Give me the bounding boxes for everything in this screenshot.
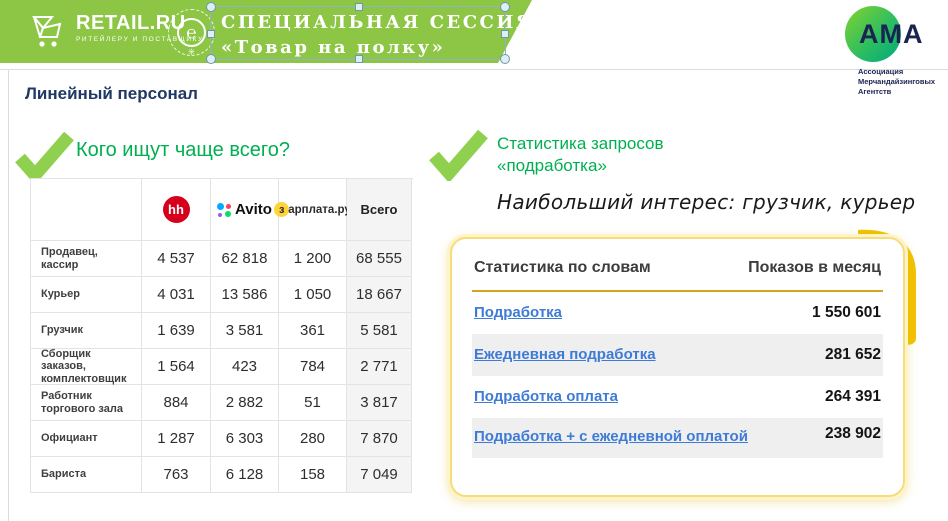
ama-circle-icon	[845, 6, 901, 62]
impressions-value: 238 902	[824, 425, 881, 442]
ama-abbr: АМА	[859, 19, 924, 49]
cell-total: 7 049	[347, 457, 412, 493]
keyword-link[interactable]: Ежедневная подработка	[474, 346, 656, 363]
selection-handle-ne[interactable]	[500, 2, 510, 12]
retail-ru-wordmark: RETAIL.RU	[76, 12, 186, 34]
card-divider	[472, 290, 883, 292]
stat-row: Ежедневная подработка 281 652	[472, 334, 883, 376]
cell-zarplata: 361	[279, 313, 347, 349]
slide-top-divider	[0, 69, 948, 70]
page-title: Линейный персонал	[25, 84, 198, 103]
cart-icon	[31, 16, 62, 47]
cell-total: 3 817	[347, 385, 412, 421]
left-section-heading: Кого ищут чаще всего?	[76, 139, 290, 161]
row-label: Грузчик	[31, 313, 142, 349]
selection-handle-se[interactable]	[500, 54, 510, 64]
cell-total: 7 870	[347, 421, 412, 457]
cell-total: 5 581	[347, 313, 412, 349]
header-banner	[0, 0, 532, 63]
cell-avito: 6 128	[211, 457, 279, 493]
session-title-textbox[interactable]: СПЕЦИАЛЬНАЯ СЕССИЯ «Товар на полку»	[206, 2, 535, 64]
cell-total: 68 555	[347, 241, 412, 277]
cell-avito: 423	[211, 349, 279, 385]
cell-zarplata: 1 050	[279, 277, 347, 313]
ama-caption-line3: Агентств	[858, 87, 892, 96]
checkmark-icon	[429, 129, 488, 181]
row-label: Продавец, кассир	[31, 241, 142, 277]
right-section-heading-line1: Статистика запросов	[497, 134, 664, 153]
cell-hh: 763	[142, 457, 211, 493]
session-title-line2: «Товар на полку»	[221, 37, 446, 58]
checkmark-icon	[15, 131, 74, 183]
cell-hh: 1 287	[142, 421, 211, 457]
stat-row: Подработка оплата 264 391	[472, 376, 883, 418]
keyword-link[interactable]: Подработка	[474, 304, 563, 321]
col-header-total: Всего	[347, 179, 412, 241]
selection-handle-w[interactable]	[207, 30, 215, 38]
selection-handle-sw[interactable]	[206, 54, 216, 64]
selection-handle-n[interactable]	[355, 3, 363, 11]
selection-handle-e[interactable]	[501, 30, 509, 38]
stat-row: Подработка 1 550 601	[472, 292, 883, 334]
table-corner-cell	[31, 179, 142, 241]
stat-row: Подработка + с ежедневной оплатой 238 90…	[472, 418, 883, 478]
cell-hh: 884	[142, 385, 211, 421]
keyword-link[interactable]: Подработка оплата	[474, 388, 618, 405]
jobs-table: hh Avito з арплата.ру Всего Продавец, ка…	[30, 178, 413, 493]
session-title-line1: СПЕЦИАЛЬНАЯ СЕССИЯ	[221, 12, 535, 33]
col-header-hh: hh	[142, 179, 211, 241]
retail-ru-logo: RETAIL.RU РИТЕЙЛЕРУ И ПОСТАВЩИКУ	[30, 11, 204, 51]
zarplata-logo-icon: з арплата.ру	[274, 202, 351, 217]
cell-total: 2 771	[347, 349, 412, 385]
ama-logo: АМА Ассоциация Мерчандайзинговых Агентст…	[843, 4, 945, 99]
retail-ru-tagline: РИТЕЙЛЕРУ И ПОСТАВЩИКУ	[76, 36, 204, 43]
cell-avito: 3 581	[211, 313, 279, 349]
cell-avito: 6 303	[211, 421, 279, 457]
cell-hh: 4 031	[142, 277, 211, 313]
impressions-value: 264 391	[824, 388, 881, 405]
ama-caption-line1: Ассоциация	[858, 67, 904, 76]
selection-handle-s[interactable]	[355, 55, 363, 63]
row-label: Бариста	[31, 457, 142, 493]
handwritten-note: Наибольший интерес: грузчик, курьер	[497, 190, 916, 214]
ama-caption-line2: Мерчандайзинговых	[858, 77, 936, 86]
row-label: Сборщик заказов, комплектовщик	[31, 348, 142, 385]
row-label: Официант	[31, 421, 142, 457]
avito-logo-icon	[217, 202, 232, 217]
row-label: Курьер	[31, 277, 142, 313]
cell-zarplata: 280	[279, 421, 347, 457]
card-header-term: Статистика по словам	[474, 259, 651, 276]
cell-zarplata: 51	[279, 385, 347, 421]
col-header-zarplata: з арплата.ру	[274, 179, 351, 241]
selection-handle-nw[interactable]	[206, 2, 216, 12]
cell-zarplata: 784	[279, 349, 347, 385]
cell-hh: 1 639	[142, 313, 211, 349]
slide-left-edge	[8, 69, 9, 521]
right-section-heading-line2: «подработка»	[497, 156, 607, 175]
cell-zarplata: 158	[279, 457, 347, 493]
impressions-value: 1 550 601	[812, 304, 881, 321]
cell-avito: 62 818	[211, 241, 279, 277]
impressions-value: 281 652	[824, 346, 881, 363]
row-label: Работник торгового зала	[31, 385, 142, 421]
cell-avito: 2 882	[211, 385, 279, 421]
cell-hh: 1 564	[142, 349, 211, 385]
card-header-value: Показов в месяц	[748, 259, 881, 276]
cell-avito: 13 586	[211, 277, 279, 313]
col-header-avito: Avito	[211, 179, 279, 241]
keyword-link[interactable]: Подработка + с ежедневной оплатой	[474, 428, 748, 445]
hh-logo-icon: hh	[162, 196, 190, 223]
cell-zarplata: 1 200	[279, 241, 347, 277]
stats-card: Статистика по словам Показов в месяц Под…	[450, 237, 905, 497]
cell-total: 18 667	[347, 277, 412, 313]
cell-hh: 4 537	[142, 241, 211, 277]
